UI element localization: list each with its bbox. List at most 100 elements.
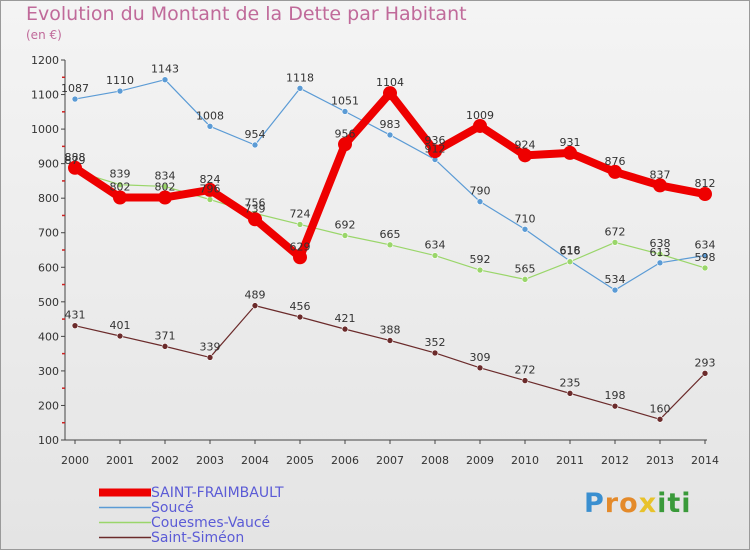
data-point xyxy=(386,131,394,139)
data-label: 634 xyxy=(425,239,446,252)
data-label: 924 xyxy=(515,138,536,151)
y-tick-label: 100 xyxy=(38,434,59,447)
data-label: 272 xyxy=(515,364,536,377)
x-tick-label: 2002 xyxy=(151,454,179,467)
data-label: 293 xyxy=(695,356,716,369)
legend-label: SAINT-FRAIMBAULT xyxy=(151,484,284,501)
legend-item: Saint-Siméon xyxy=(96,529,284,546)
data-label: 592 xyxy=(470,253,491,266)
x-tick-label: 2014 xyxy=(691,454,719,467)
data-label: 388 xyxy=(380,324,401,337)
x-tick-label: 2013 xyxy=(646,454,674,467)
data-point xyxy=(116,87,124,95)
data-label: 876 xyxy=(605,155,626,168)
x-tick-label: 2012 xyxy=(601,454,629,467)
data-point xyxy=(251,302,259,309)
data-label: 421 xyxy=(335,312,356,325)
data-point xyxy=(341,325,349,333)
data-label: 665 xyxy=(380,228,401,241)
data-label: 983 xyxy=(380,118,401,131)
y-tick-label: 1200 xyxy=(31,54,59,67)
data-label: 456 xyxy=(290,300,311,313)
data-label: 796 xyxy=(200,183,221,196)
data-point xyxy=(653,178,667,193)
logo-letter: x xyxy=(638,488,658,519)
data-point xyxy=(296,221,304,228)
y-tick-label: 800 xyxy=(38,192,59,205)
data-point xyxy=(656,250,664,258)
data-point xyxy=(521,276,529,283)
y-tick-label: 1000 xyxy=(31,123,59,136)
data-point xyxy=(476,198,484,205)
data-point xyxy=(296,85,304,92)
data-label: 756 xyxy=(245,196,266,209)
data-label: 888 xyxy=(65,151,86,164)
data-point xyxy=(296,313,304,321)
data-label: 1087 xyxy=(61,82,89,95)
legend-label: Soucé xyxy=(151,499,194,516)
data-label: 954 xyxy=(245,128,266,141)
data-point xyxy=(161,343,169,350)
x-tick-label: 2008 xyxy=(421,454,449,467)
data-point xyxy=(158,190,172,205)
logo-letter: t xyxy=(667,488,682,519)
data-label: 739 xyxy=(245,202,266,215)
data-label: 352 xyxy=(425,336,446,349)
chart-title: Evolution du Montant de la Dette par Hab… xyxy=(26,3,467,25)
data-label: 235 xyxy=(560,376,581,389)
data-point xyxy=(563,145,577,160)
x-tick-label: 2000 xyxy=(61,454,89,467)
data-label: 1051 xyxy=(331,94,359,107)
x-tick-label: 2009 xyxy=(466,454,494,467)
data-point xyxy=(68,160,82,175)
data-label: 839 xyxy=(110,168,131,181)
data-label: 710 xyxy=(515,212,536,225)
legend-item: SAINT-FRAIMBAULT xyxy=(96,484,284,501)
data-label: 879 xyxy=(65,154,86,167)
data-label: 1008 xyxy=(196,109,224,122)
data-point xyxy=(521,377,529,384)
data-point xyxy=(698,187,712,202)
data-point xyxy=(611,239,619,246)
data-point xyxy=(248,212,262,227)
legend-swatch xyxy=(99,521,151,524)
data-point xyxy=(473,118,487,133)
data-label: 309 xyxy=(470,351,491,364)
data-point xyxy=(701,370,709,377)
data-label: 724 xyxy=(290,207,311,220)
x-tick-label: 2010 xyxy=(511,454,539,467)
x-tick-label: 2004 xyxy=(241,454,269,467)
data-point xyxy=(431,349,439,357)
chart-unit-label: (en €) xyxy=(26,28,62,42)
data-label: 489 xyxy=(245,289,266,302)
x-tick-label: 2006 xyxy=(331,454,359,467)
data-point xyxy=(611,402,619,410)
data-label: 534 xyxy=(605,273,626,286)
data-label: 1104 xyxy=(376,76,404,89)
data-point xyxy=(206,354,214,361)
data-point xyxy=(341,108,349,115)
y-tick-label: 600 xyxy=(38,261,59,274)
data-label: 1143 xyxy=(151,63,179,76)
data-label: 931 xyxy=(560,136,581,149)
data-label: 616 xyxy=(560,245,581,258)
data-label: 1009 xyxy=(466,109,494,122)
data-point xyxy=(341,232,349,239)
data-label: 802 xyxy=(110,180,131,193)
legend-swatch xyxy=(99,488,151,497)
data-label: 629 xyxy=(290,240,311,253)
data-label: 1110 xyxy=(106,74,134,87)
x-tick-label: 2011 xyxy=(556,454,584,467)
data-label: 834 xyxy=(155,169,176,182)
x-tick-label: 2005 xyxy=(286,454,314,467)
data-label: 912 xyxy=(425,142,446,155)
y-tick-label: 1100 xyxy=(31,89,59,102)
data-label: 1118 xyxy=(286,71,314,84)
data-point xyxy=(608,164,622,179)
data-point xyxy=(71,322,79,329)
data-label: 613 xyxy=(650,246,671,259)
legend-label: Saint-Siméon xyxy=(151,529,245,546)
data-label: 339 xyxy=(200,340,221,353)
proxiti-logo: Proxiti xyxy=(584,488,692,519)
